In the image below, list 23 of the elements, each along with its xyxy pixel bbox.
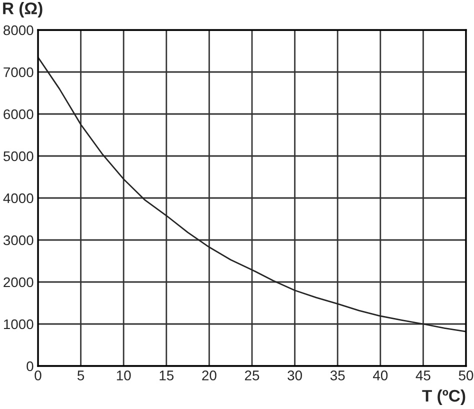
y-axis-title: R (Ω) [3,2,42,18]
y-tick-label: 1000 [4,319,34,330]
y-tick-label: 4000 [3,193,34,204]
x-tick-label: 15 [160,370,174,380]
x-axis-title: T (ºC) [422,389,466,405]
x-tick-label: 20 [202,370,216,380]
x-tick-label: 25 [244,370,260,380]
y-tick-label: 0 [26,361,34,372]
y-tick-label: 6000 [4,109,34,120]
line-series [38,56,466,332]
x-tick-label: 10 [116,370,131,380]
x-tick-label: 5 [77,370,84,380]
x-tick-label: 30 [288,370,302,380]
x-tick-label: 0 [34,370,42,380]
y-tick-label: 3000 [3,235,34,246]
x-tick-label: 45 [416,370,430,380]
x-tick-label: 40 [372,370,388,380]
y-tick-label: 2000 [4,277,34,288]
y-tick-label: 5000 [3,151,34,162]
y-tick-label: 7000 [4,67,34,78]
y-tick-label: 8000 [4,25,34,36]
x-tick-label: 50 [458,370,474,380]
x-tick-label: 35 [330,370,345,380]
